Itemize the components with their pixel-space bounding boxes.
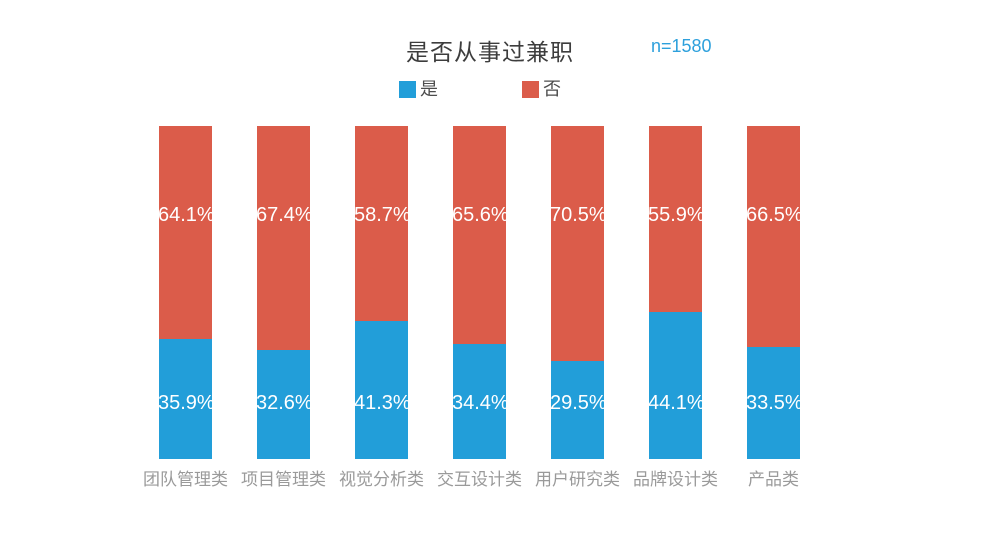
chart-title: 是否从事过兼职: [406, 39, 574, 65]
stacked-bar: [551, 126, 604, 459]
category-label: 项目管理类: [241, 470, 326, 489]
bar-segment-no[interactable]: [747, 126, 800, 347]
stacked-bar: [747, 126, 800, 459]
bar-segment-no[interactable]: [551, 126, 604, 361]
category-label: 产品类: [748, 470, 799, 489]
bar-segment-no[interactable]: [257, 126, 310, 350]
category-label: 团队管理类: [143, 470, 228, 489]
category-label: 品牌设计类: [633, 470, 718, 489]
category-label: 交互设计类: [437, 470, 522, 489]
bar-segment-yes[interactable]: [453, 344, 506, 459]
bar-segment-yes[interactable]: [159, 339, 212, 459]
bar-segment-yes[interactable]: [551, 361, 604, 459]
bar-segment-no[interactable]: [453, 126, 506, 344]
bar-segment-no[interactable]: [355, 126, 408, 321]
legend-label: 否: [543, 79, 561, 99]
stacked-bar: [257, 126, 310, 459]
stacked-bar: [159, 126, 212, 459]
sample-size-label: n=1580: [651, 36, 712, 56]
bar-segment-yes[interactable]: [257, 350, 310, 459]
bar-segment-no[interactable]: [649, 126, 702, 312]
bar-segment-yes[interactable]: [355, 321, 408, 459]
category-label: 视觉分析类: [339, 470, 424, 489]
legend-item-0[interactable]: 是: [399, 79, 438, 99]
stacked-bar: [355, 126, 408, 459]
legend-item-1[interactable]: 否: [522, 79, 561, 99]
bar-segment-no[interactable]: [159, 126, 212, 339]
legend-label: 是: [420, 79, 438, 99]
bar-segment-yes[interactable]: [747, 347, 800, 459]
stacked-bar: [453, 126, 506, 459]
legend-swatch-icon: [522, 81, 539, 98]
legend-swatch-icon: [399, 81, 416, 98]
bar-segment-yes[interactable]: [649, 312, 702, 459]
category-label: 用户研究类: [535, 470, 620, 489]
stacked-bar: [649, 126, 702, 459]
